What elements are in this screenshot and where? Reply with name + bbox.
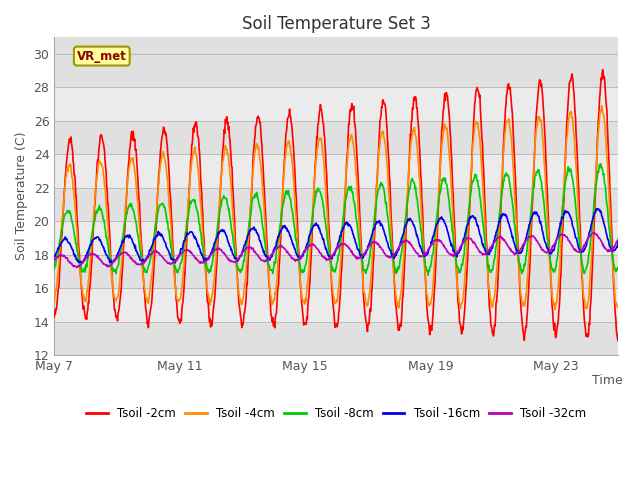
Bar	[54, 255, 618, 288]
Title: Soil Temperature Set 3: Soil Temperature Set 3	[242, 15, 431, 33]
Bar	[54, 221, 618, 255]
Bar	[54, 155, 618, 188]
Bar	[54, 288, 618, 322]
Text: VR_met: VR_met	[77, 49, 127, 62]
Bar	[54, 21, 618, 87]
Bar	[54, 322, 618, 355]
Bar	[54, 188, 618, 221]
Y-axis label: Soil Temperature (C): Soil Temperature (C)	[15, 132, 28, 261]
Bar	[54, 121, 618, 155]
Legend: Tsoil -2cm, Tsoil -4cm, Tsoil -8cm, Tsoil -16cm, Tsoil -32cm: Tsoil -2cm, Tsoil -4cm, Tsoil -8cm, Tsoi…	[82, 402, 591, 425]
Bar	[54, 87, 618, 121]
X-axis label: Time: Time	[592, 374, 623, 387]
